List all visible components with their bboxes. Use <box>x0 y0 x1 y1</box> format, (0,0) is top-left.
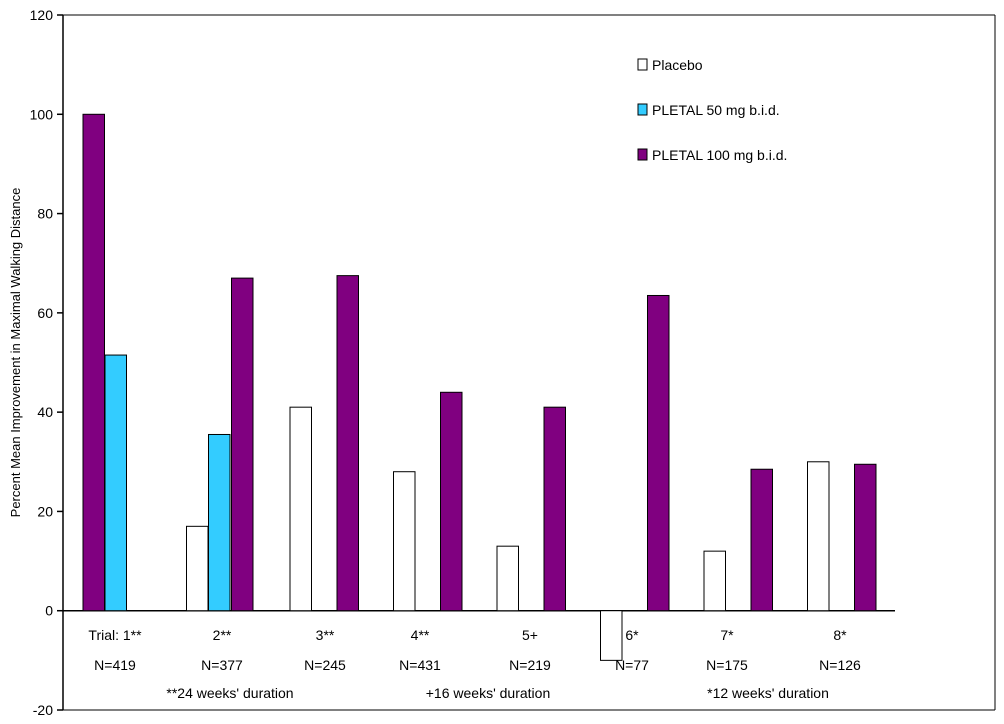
y-axis-title: Percent Mean Improvement in Maximal Walk… <box>8 188 23 518</box>
bar-placebo <box>600 610 623 661</box>
y-tick-label: 120 <box>30 7 54 23</box>
duration-note: *12 weeks' duration <box>707 685 829 701</box>
x-category-label: Trial: 1** <box>88 627 142 643</box>
bar-placebo <box>703 550 726 612</box>
bar-pletal-100 <box>440 391 463 612</box>
x-category-label: 7* <box>720 627 734 643</box>
x-n-label: N=219 <box>509 657 551 673</box>
y-tick-label: 20 <box>37 503 53 519</box>
x-category-label: 6* <box>625 627 639 643</box>
x-category-label: 8* <box>833 627 847 643</box>
y-tick-label: -20 <box>33 702 53 718</box>
bar-placebo <box>807 461 830 612</box>
x-n-label: N=431 <box>399 657 441 673</box>
x-category-label: 2** <box>213 627 232 643</box>
bar-pletal-100 <box>854 463 877 612</box>
legend-swatch <box>637 103 648 116</box>
y-tick-label: 0 <box>45 603 53 619</box>
bar-pletal-50 <box>104 354 127 612</box>
x-category-label: 3** <box>316 627 335 643</box>
x-n-label: N=175 <box>706 657 748 673</box>
x-category-label: 4** <box>411 627 430 643</box>
y-tick-label: 40 <box>37 404 53 420</box>
x-n-label: N=419 <box>94 657 136 673</box>
y-tick-label: 60 <box>37 305 53 321</box>
bar-pletal-100 <box>543 406 566 612</box>
legend-label: PLETAL 100 mg b.i.d. <box>652 147 787 163</box>
bar-pletal-100 <box>336 275 359 612</box>
legend-swatch <box>637 148 648 161</box>
x-category-label: 5+ <box>522 627 538 643</box>
bar-pletal-100 <box>231 277 254 612</box>
bar-pletal-50 <box>208 433 231 612</box>
bar-placebo <box>186 525 209 612</box>
duration-note: +16 weeks' duration <box>426 685 550 701</box>
bar-pletal-100 <box>750 468 773 612</box>
x-n-label: N=77 <box>615 657 649 673</box>
x-n-label: N=245 <box>304 657 346 673</box>
bar-placebo <box>496 545 519 612</box>
x-n-label: N=126 <box>819 657 861 673</box>
bar-placebo <box>393 471 416 612</box>
bar-pletal-100 <box>647 294 670 612</box>
duration-note: **24 weeks' duration <box>166 685 293 701</box>
y-tick-label: 80 <box>37 206 53 222</box>
bar-placebo <box>289 406 312 612</box>
x-n-label: N=377 <box>201 657 243 673</box>
legend-label: PLETAL 50 mg b.i.d. <box>652 102 780 118</box>
y-tick-label: 100 <box>30 106 54 122</box>
legend-swatch <box>637 58 648 71</box>
legend-label: Placebo <box>652 57 703 73</box>
bar-pletal-100 <box>82 113 105 612</box>
